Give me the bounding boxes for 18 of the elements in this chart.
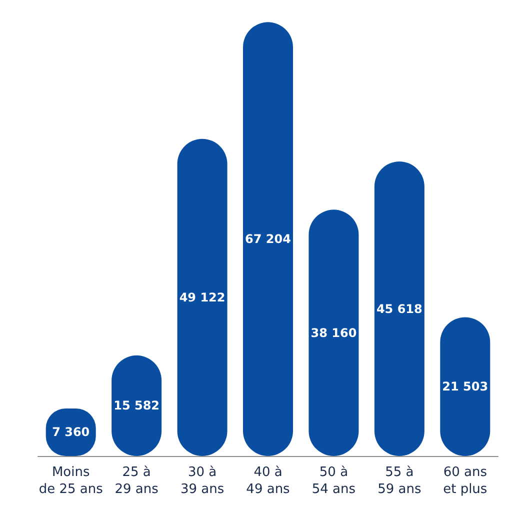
x-tick-label: 55 à 59 ans	[378, 465, 422, 497]
x-tick-label: 40 à 49 ans	[246, 465, 290, 497]
x-tick-label: Moins de 25 ans	[38, 465, 104, 497]
bar	[374, 162, 424, 456]
bar	[243, 22, 293, 456]
data-label: 49 122	[179, 290, 226, 304]
data-label: 45 618	[376, 302, 422, 316]
bar	[308, 210, 359, 456]
data-label: 15 582	[114, 398, 160, 413]
data-label: 38 160	[310, 326, 357, 340]
x-tick-label: 50 à 54 ans	[312, 465, 356, 497]
data-label: 21 503	[442, 380, 488, 394]
data-label: 67 204	[245, 232, 291, 246]
data-label: 7 360	[52, 425, 90, 440]
x-tick-label: 60 ans et plus	[443, 465, 488, 497]
bar	[177, 138, 228, 456]
x-tick-label: 30 à 39 ans	[180, 465, 224, 497]
x-tick-label: 25 à 29 ans	[114, 465, 159, 497]
